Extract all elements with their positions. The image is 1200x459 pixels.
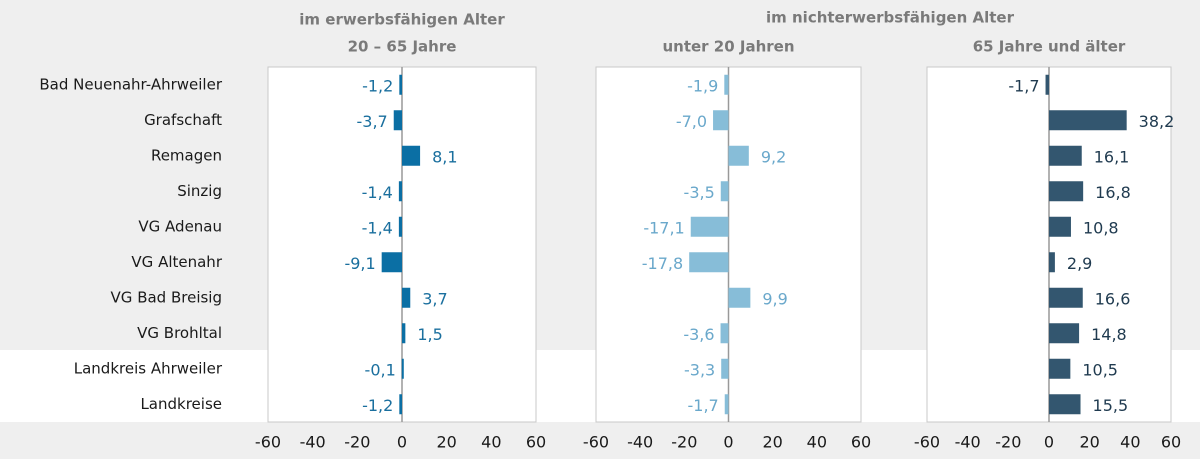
bar [398, 216, 402, 237]
bar [1049, 252, 1055, 273]
panel-title: 20 – 65 Jahre [348, 38, 457, 56]
x-tick-label: 20 [436, 433, 456, 452]
category-label: VG Bad Breisig [111, 288, 222, 306]
value-label: 3,7 [422, 289, 447, 308]
bar [720, 323, 729, 344]
category-label: Landkreise [140, 395, 222, 413]
value-label: -1,4 [362, 183, 393, 202]
x-tick-label: 40 [807, 433, 827, 452]
x-tick-label: -40 [955, 433, 981, 452]
x-tick-label: 60 [851, 433, 871, 452]
value-label: -1,4 [362, 218, 393, 237]
bar [721, 358, 729, 379]
value-label: 10,5 [1082, 360, 1118, 379]
category-label: VG Altenahr [131, 253, 222, 271]
category-label: Sinzig [177, 182, 222, 200]
x-tick-label: -60 [583, 433, 609, 452]
x-tick-label: -40 [300, 433, 326, 452]
background [0, 422, 1200, 459]
bar [1049, 110, 1127, 131]
bar [728, 287, 751, 308]
bar [402, 145, 421, 166]
bar [402, 287, 411, 308]
bar [1049, 216, 1071, 237]
bar [381, 252, 402, 273]
value-label: -3,7 [357, 112, 388, 131]
value-label: 9,9 [762, 289, 787, 308]
value-label: 15,5 [1093, 396, 1129, 415]
bar [1045, 74, 1049, 95]
category-label: Grafschaft [144, 111, 222, 129]
bar [1049, 287, 1083, 308]
bar [724, 74, 729, 95]
x-tick-label: 40 [1120, 433, 1140, 452]
bar [1049, 145, 1082, 166]
x-tick-label: 0 [723, 433, 733, 452]
bar [728, 145, 749, 166]
value-label: 8,1 [432, 147, 457, 166]
value-label: -1,9 [687, 76, 718, 95]
value-label: -1,2 [362, 76, 393, 95]
value-label: 2,9 [1067, 254, 1092, 273]
value-label: -3,5 [684, 183, 715, 202]
value-label: 1,5 [417, 325, 442, 344]
bar [402, 323, 406, 344]
bar [713, 110, 729, 131]
value-label: -9,1 [344, 254, 375, 273]
bar [724, 394, 729, 415]
x-tick-label: 60 [1161, 433, 1181, 452]
x-tick-label: 0 [1044, 433, 1054, 452]
value-label: -3,3 [684, 360, 715, 379]
x-tick-label: 0 [397, 433, 407, 452]
bar [690, 216, 729, 237]
bar [393, 110, 402, 131]
x-tick-label: -60 [914, 433, 940, 452]
x-tick-label: 60 [526, 433, 546, 452]
x-tick-label: 40 [481, 433, 501, 452]
value-label: 16,1 [1094, 147, 1130, 166]
value-label: -1,7 [1008, 76, 1039, 95]
x-tick-label: -20 [671, 433, 697, 452]
value-label: -17,8 [642, 254, 683, 273]
x-tick-label: -20 [344, 433, 370, 452]
bar [1049, 358, 1071, 379]
value-label: 9,2 [761, 147, 786, 166]
bar [1049, 394, 1081, 415]
bar [689, 252, 729, 273]
panel-title: 65 Jahre und älter [973, 38, 1126, 56]
x-tick-label: 20 [1079, 433, 1099, 452]
category-label: Landkreis Ahrweiler [74, 359, 223, 377]
group-title: im nichterwerbsfähigen Alter [766, 9, 1015, 27]
category-label: Bad Neuenahr-Ahrweiler [39, 75, 222, 93]
panel-title: unter 20 Jahren [662, 38, 794, 56]
x-tick-label: -40 [627, 433, 653, 452]
value-label: 14,8 [1091, 325, 1127, 344]
value-label: 38,2 [1139, 112, 1175, 131]
bar [401, 358, 404, 379]
panel-title: im erwerbsfähigen Alter [299, 11, 505, 29]
value-label: -7,0 [676, 112, 707, 131]
value-label: -17,1 [643, 218, 684, 237]
x-tick-label: 20 [762, 433, 782, 452]
value-label: -3,6 [683, 325, 714, 344]
bar [1049, 323, 1080, 344]
x-tick-label: -60 [255, 433, 281, 452]
value-label: -1,2 [362, 396, 393, 415]
x-tick-label: -20 [995, 433, 1021, 452]
category-label: VG Brohltal [137, 324, 222, 342]
bar [399, 74, 402, 95]
value-label: 16,8 [1095, 183, 1131, 202]
category-label: VG Adenau [138, 217, 222, 235]
category-label: Remagen [151, 146, 222, 164]
bar [399, 394, 402, 415]
bar [398, 181, 402, 202]
value-label: 10,8 [1083, 218, 1119, 237]
value-label: -1,7 [688, 396, 719, 415]
bar [1049, 181, 1084, 202]
value-label: 16,6 [1095, 289, 1131, 308]
value-label: -0,1 [365, 360, 396, 379]
bar [720, 181, 729, 202]
